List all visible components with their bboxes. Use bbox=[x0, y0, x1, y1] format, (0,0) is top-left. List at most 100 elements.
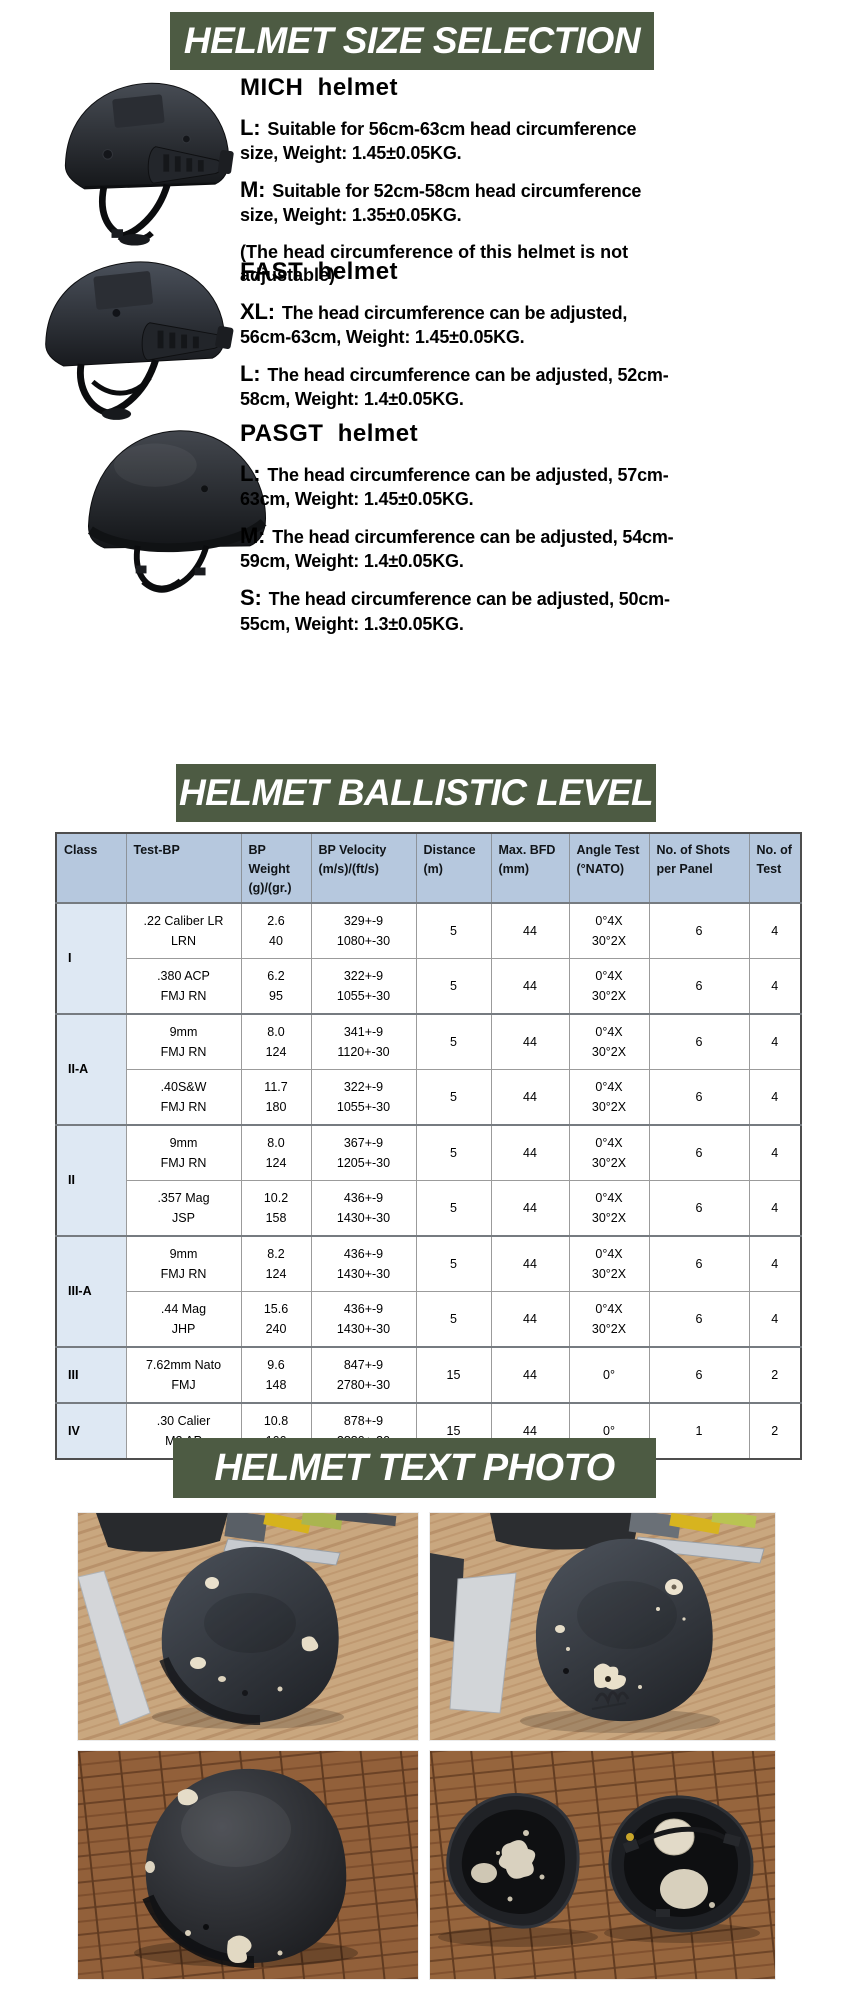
cell-angle-test: 0°4X 30°2X bbox=[568, 1013, 650, 1071]
cell-bp-weight: 8.2 124 bbox=[240, 1235, 312, 1293]
test-photo-grid bbox=[77, 1512, 776, 1980]
mich-helmet-image bbox=[64, 82, 234, 246]
cell-distance: 5 bbox=[415, 1013, 492, 1071]
table-row: .357 Mag JSP 10.2 158 436+-9 1430+-30 5 44 0°… bbox=[56, 1180, 802, 1237]
cell-distance: 5 bbox=[415, 1235, 492, 1293]
cell-shots-per-panel: 1 bbox=[648, 1402, 750, 1460]
cell-angle-test: 0°4X 30°2X bbox=[568, 1180, 650, 1237]
cell-num-tests: 2 bbox=[748, 1346, 802, 1404]
cell-distance: 15 bbox=[415, 1346, 492, 1404]
size-label: XL: bbox=[240, 299, 275, 324]
cell-test-bp: .357 Mag JSP bbox=[125, 1180, 242, 1237]
mich-helmet-section: MICH helmet L: Suitable for 56cm-63cm hea… bbox=[0, 74, 850, 285]
cell-shots-per-panel: 6 bbox=[648, 1013, 750, 1071]
size-selection-banner: HELMET SIZE SELECTION bbox=[170, 12, 654, 70]
cell-bp-velocity: 322+-9 1055+-30 bbox=[310, 1069, 417, 1126]
tested-helmet-photo-3 bbox=[78, 1751, 418, 1979]
cell-test-bp: 9mm FMJ RN bbox=[125, 1124, 242, 1182]
cell-test-bp: .380 ACP FMJ RN bbox=[125, 958, 242, 1015]
spec-text: The head circumference can be adjusted, … bbox=[240, 527, 674, 572]
cell-max-bfd: 44 bbox=[490, 958, 570, 1015]
class-cell: II bbox=[55, 1124, 127, 1237]
class-cell: II-A bbox=[55, 1013, 127, 1126]
cell-angle-test: 0°4X 30°2X bbox=[568, 1124, 650, 1182]
fast-helmet-section: FAST helmet XL: The head circumference ca… bbox=[0, 258, 850, 423]
cell-bp-velocity: 436+-9 1430+-30 bbox=[310, 1180, 417, 1237]
cell-test-bp: .22 Caliber LR LRN bbox=[125, 902, 242, 960]
test-photo-title: HELMET TEXT PHOTO bbox=[214, 1446, 615, 1489]
spec-text: The head circumference can be adjusted, … bbox=[240, 465, 669, 510]
cell-num-tests: 4 bbox=[748, 902, 802, 960]
cell-shots-per-panel: 6 bbox=[648, 1069, 750, 1126]
cell-num-tests: 4 bbox=[748, 1069, 802, 1126]
cell-bp-velocity: 341+-9 1120+-30 bbox=[310, 1013, 417, 1071]
helmet-name: FAST helmet bbox=[240, 258, 399, 285]
cell-bp-weight: 9.6 148 bbox=[240, 1346, 312, 1404]
column-header: BP Weight (g)/(gr.) bbox=[240, 832, 312, 904]
cell-max-bfd: 44 bbox=[490, 902, 570, 960]
cell-bp-weight: 6.2 95 bbox=[240, 958, 312, 1015]
cell-test-bp: 9mm FMJ RN bbox=[125, 1013, 242, 1071]
class-cell: III-A bbox=[55, 1235, 127, 1348]
cell-distance: 5 bbox=[415, 1124, 492, 1182]
column-header: Distance (m) bbox=[415, 832, 492, 904]
cell-bp-velocity: 367+-9 1205+-30 bbox=[310, 1124, 417, 1182]
table-row: .44 Mag JHP 15.6 240 436+-9 1430+-30 5 44 0°4… bbox=[56, 1291, 802, 1348]
cell-max-bfd: 44 bbox=[490, 1124, 570, 1182]
cell-angle-test: 0°4X 30°2X bbox=[568, 958, 650, 1015]
cell-shots-per-panel: 6 bbox=[648, 958, 750, 1015]
spec-text: Suitable for 52cm-58cm head circumferenc… bbox=[240, 181, 642, 226]
test-photo-helmet-on-desk-front bbox=[77, 1512, 419, 1741]
size-label: L: bbox=[240, 361, 261, 387]
table-row: II-A 9mm FMJ RN 8.0 124 341+-9 1120+-30 5 44 0… bbox=[55, 1013, 802, 1126]
cell-bp-weight: 2.6 40 bbox=[240, 902, 312, 960]
cell-num-tests: 4 bbox=[748, 1291, 802, 1348]
test-photo-helmet-on-desk-top bbox=[429, 1512, 776, 1741]
cell-distance: 5 bbox=[415, 1291, 492, 1348]
cell-bp-velocity: 436+-9 1430+-30 bbox=[310, 1291, 417, 1348]
column-header: No. of Test bbox=[748, 832, 802, 904]
test-photo-helmet-shells-interior bbox=[429, 1750, 776, 1980]
ballistic-table-wrap: Class Test-BP BP Weight (g)/(gr.) BP Veloci… bbox=[55, 832, 802, 1461]
cell-max-bfd: 44 bbox=[490, 1180, 570, 1237]
spec-text: The head circumference can be adjusted, … bbox=[240, 303, 628, 348]
tested-helmet-photo-1 bbox=[78, 1513, 418, 1740]
spec-text: The head circumference can be adjusted, … bbox=[240, 365, 669, 410]
table-row: .380 ACP FMJ RN 6.2 95 322+-9 1055+-30 5 44 0… bbox=[56, 958, 802, 1015]
cell-max-bfd: 44 bbox=[490, 1235, 570, 1293]
test-photo-banner: HELMET TEXT PHOTO bbox=[173, 1438, 656, 1498]
cell-shots-per-panel: 6 bbox=[648, 1235, 750, 1293]
fast-helmet-image bbox=[45, 261, 234, 420]
ballistic-level-banner: HELMET BALLISTIC LEVEL bbox=[176, 764, 656, 822]
column-header: Test-BP bbox=[125, 832, 242, 904]
cell-distance: 5 bbox=[415, 1069, 492, 1126]
cell-bp-weight: 11.7 180 bbox=[240, 1069, 312, 1126]
cell-max-bfd: 44 bbox=[490, 1346, 570, 1404]
cell-num-tests: 4 bbox=[748, 1124, 802, 1182]
class-cell: I bbox=[55, 902, 127, 1015]
column-header: No. of Shots per Panel bbox=[648, 832, 750, 904]
table-row: II 9mm FMJ RN 8.0 124 367+-9 1205+-30 5 44 0°4… bbox=[55, 1124, 802, 1237]
cell-bp-velocity: 847+-9 2780+-30 bbox=[310, 1346, 417, 1404]
cell-shots-per-panel: 6 bbox=[648, 1124, 750, 1182]
column-header: Max. BFD (mm) bbox=[490, 832, 570, 904]
helmet-name: PASGT helmet bbox=[240, 420, 419, 447]
cell-angle-test: 0° bbox=[568, 1346, 650, 1404]
cell-shots-per-panel: 6 bbox=[648, 1346, 750, 1404]
table-row: III 7.62mm Nato FMJ 9.6 148 847+-9 2780+-30… bbox=[55, 1346, 802, 1404]
cell-max-bfd: 44 bbox=[490, 1291, 570, 1348]
cell-distance: 5 bbox=[415, 1180, 492, 1237]
pasgt-helmet-section: PASGT helmet L: The head circumference ca… bbox=[0, 420, 850, 634]
cell-num-tests: 4 bbox=[748, 1013, 802, 1071]
cell-test-bp: 9mm FMJ RN bbox=[125, 1235, 242, 1293]
table-header-row: Class Test-BP BP Weight (g)/(gr.) BP Veloci… bbox=[55, 832, 802, 904]
cell-distance: 5 bbox=[415, 902, 492, 960]
column-header: BP Velocity (m/s)/(ft/s) bbox=[310, 832, 417, 904]
cell-num-tests: 4 bbox=[748, 958, 802, 1015]
class-cell: IV bbox=[55, 1402, 127, 1460]
cell-angle-test: 0°4X 30°2X bbox=[568, 1069, 650, 1126]
cell-distance: 5 bbox=[415, 958, 492, 1015]
tested-helmet-photo-4 bbox=[430, 1751, 775, 1979]
tested-helmet-photo-2 bbox=[430, 1513, 775, 1740]
table-row: III-A 9mm FMJ RN 8.2 124 436+-9 1430+-30 5 44… bbox=[55, 1235, 802, 1348]
